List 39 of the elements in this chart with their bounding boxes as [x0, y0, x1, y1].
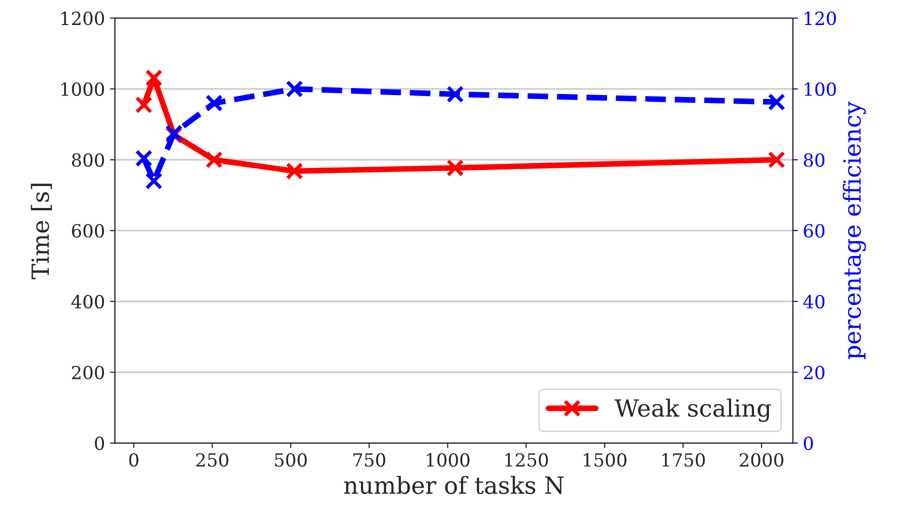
- point: [446, 86, 464, 103]
- x-tick-label: 1750: [662, 453, 705, 467]
- y-tick-label: 600: [72, 224, 104, 238]
- point: [135, 150, 152, 168]
- y-tick-label: 200: [72, 366, 104, 380]
- point: [768, 151, 786, 168]
- point: [286, 80, 304, 98]
- y2-tick-label: 100: [804, 82, 836, 96]
- point: [205, 94, 223, 112]
- y2-tick-label: 20: [804, 366, 824, 380]
- x-tick-label: 1250: [505, 453, 548, 467]
- y2-tick-label: 80: [804, 153, 824, 167]
- y2-tick-label: 0: [804, 436, 813, 450]
- x-tick-label: 0: [129, 453, 138, 467]
- y2-axis-title: percentage efficiency: [842, 101, 866, 360]
- y-tick-label: 1000: [61, 82, 104, 96]
- y2-tick-label: 120: [804, 12, 836, 26]
- x-tick-label: 1000: [426, 453, 470, 467]
- point: [145, 172, 163, 190]
- x-tick-label: 1500: [584, 453, 626, 467]
- x-tick-label: 2000: [740, 453, 784, 467]
- y-tick-label: 1200: [61, 12, 104, 26]
- y-tick-label: 400: [71, 294, 104, 309]
- y-tick-label: 0: [94, 436, 104, 450]
- legend-label: Weak scaling: [614, 398, 771, 422]
- x-axis-title: number of tasks N: [344, 476, 564, 494]
- y2-tick-label: 60: [804, 224, 824, 238]
- point: [135, 96, 152, 114]
- point: [446, 159, 464, 177]
- y-axis-title: Time [s]: [30, 184, 52, 280]
- point: [145, 69, 163, 87]
- x-tick-label: 500: [275, 453, 307, 467]
- point: [768, 93, 786, 111]
- x-tick-label: 250: [196, 453, 228, 467]
- x-tick-label: 750: [353, 453, 386, 467]
- y-tick-label: 800: [72, 153, 104, 167]
- point: [205, 151, 223, 168]
- y2-tick-label: 40: [803, 294, 824, 309]
- point: [286, 162, 304, 180]
